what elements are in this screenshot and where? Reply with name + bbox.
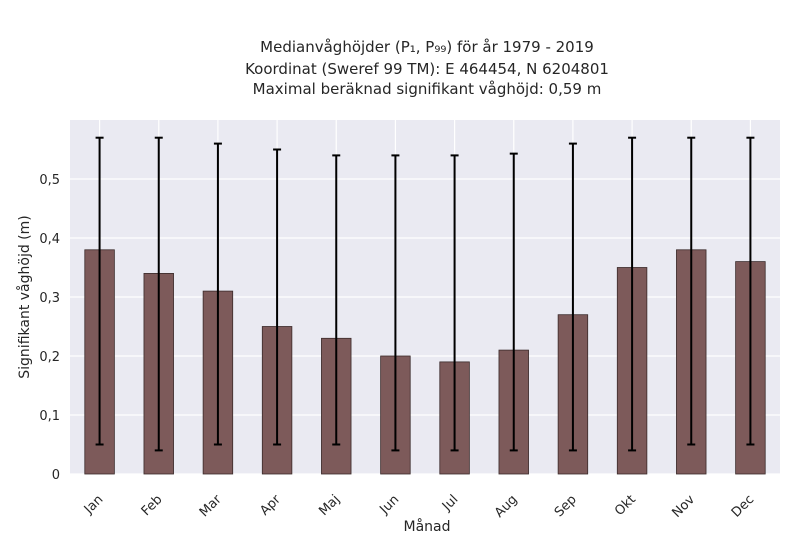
x-tick-label: Jun — [377, 492, 403, 518]
error-bar-maj — [332, 154, 341, 446]
x-tick-label: Jan — [81, 492, 106, 517]
x-tick-label: Mar — [197, 492, 225, 520]
x-tick-label: Aug — [492, 492, 521, 521]
y-tick-label: 0,1 — [39, 409, 60, 424]
x-tick-label: Nov — [670, 492, 699, 521]
error-bar-aug — [509, 152, 518, 452]
x-axis-label: Månad — [404, 518, 451, 535]
y-tick-label: 0 — [52, 468, 60, 483]
error-bar-jul — [450, 154, 459, 452]
y-tick-label: 0,3 — [39, 291, 60, 306]
y-axis-label: Signifikant våghöjd (m) — [16, 215, 33, 378]
error-bar-jan — [95, 136, 104, 446]
y-tick-label: 0,4 — [39, 232, 60, 247]
x-tick-label: Sep — [552, 492, 580, 520]
error-bar-mar — [213, 142, 222, 446]
x-tick-label: Okt — [612, 492, 639, 519]
y-tick-label: 0,5 — [39, 173, 60, 188]
x-tick-label: Maj — [316, 492, 343, 519]
x-tick-label: Feb — [139, 492, 166, 519]
error-bars — [95, 136, 755, 452]
x-tick-label: Jul — [439, 492, 461, 514]
error-bar-sep — [568, 142, 577, 452]
chart-title-line-1: Medianvåghöjder (P₁, P₉₉) för år 1979 - … — [260, 38, 594, 56]
x-tick-label: Dec — [729, 492, 757, 520]
x-tick-labels: Jan Feb Mar Apr Maj Jun Jul Aug Sep Okt Nov Dec — [81, 492, 757, 521]
error-bar-feb — [154, 136, 163, 452]
chart-title: Medianvåghöjder (P₁, P₉₉) för år 1979 - … — [245, 38, 609, 98]
x-tick-label: Apr — [257, 492, 284, 519]
error-bar-apr — [273, 148, 282, 446]
y-tick-labels: 0 0,1 0,2 0,3 0,4 0,5 — [39, 173, 60, 483]
chart-title-line-3: Maximal beräknad signifikant våghöjd: 0,… — [253, 80, 602, 98]
error-bar-nov — [687, 136, 696, 446]
y-tick-label: 0,2 — [39, 350, 60, 365]
error-bar-dec — [746, 136, 755, 446]
chart-title-line-2: Koordinat (Sweref 99 TM): E 464454, N 62… — [245, 60, 609, 78]
error-bar-okt — [628, 136, 637, 452]
error-bar-jun — [391, 154, 400, 452]
